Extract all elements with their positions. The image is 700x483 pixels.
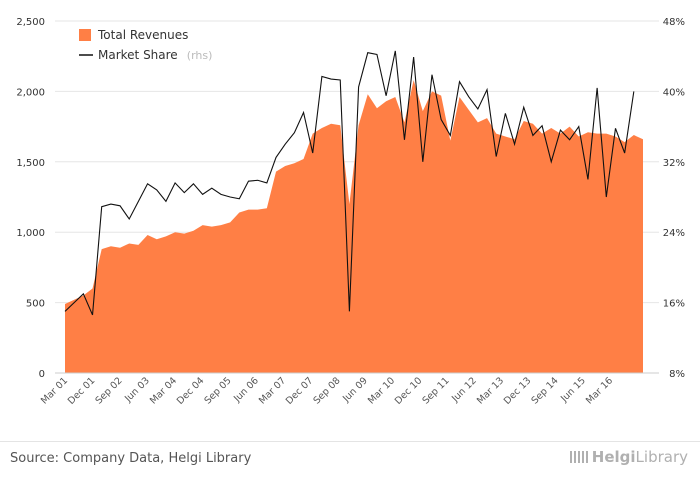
legend-label-market-share-note: (rhs) [187, 49, 213, 62]
helgi-library-logo: HelgiLibrary [569, 448, 688, 466]
legend-label-market-share-name: Market Share [98, 48, 178, 62]
right-axis-tick-label: 8% [669, 369, 685, 380]
x-axis-tick-label: Sep 14 [529, 375, 560, 406]
x-axis-tick-label: Jun 12 [449, 375, 479, 405]
left-axis-tick-label: 1,500 [16, 158, 45, 169]
right-axis-tick-label: 40% [663, 87, 685, 98]
x-axis-tick-label: Mar 04 [148, 375, 179, 406]
x-axis-tick-label: Mar 13 [475, 375, 506, 406]
right-axis-tick-label: 48% [663, 17, 685, 28]
legend-label-market-share: Market Share (rhs) [98, 44, 212, 63]
source-note: Source: Company Data, Helgi Library [10, 451, 252, 466]
x-axis-tick-label: Dec 04 [175, 375, 206, 406]
right-axis-tick-label: 32% [663, 158, 685, 169]
right-axis-ticks: 8% 16% 24% 32% 40% 48% [663, 17, 685, 380]
revenues-market-share-chart: 0 500 1,000 1,500 2,000 2,500 8% 16% 24% 32% 40% 4… [16, 17, 685, 407]
right-axis-tick-label: 24% [663, 228, 685, 239]
chart-legend: Total Revenues Market Share (rhs) [79, 28, 212, 63]
library-icon [569, 451, 588, 463]
left-axis-tick-label: 500 [26, 299, 45, 310]
x-axis-tick-label: Jun 09 [340, 375, 370, 405]
x-axis-tick-label: Sep 02 [93, 375, 124, 406]
right-axis-tick-label: 16% [663, 299, 685, 310]
x-axis-tick-label: Dec 01 [66, 375, 97, 406]
x-axis-tick-label: Sep 08 [311, 375, 342, 406]
x-axis-tick-label: Dec 07 [284, 375, 315, 406]
x-axis-tick-label: Sep 05 [202, 375, 233, 406]
x-axis-tick-label: Mar 01 [39, 375, 70, 406]
footer-divider [0, 441, 700, 442]
logo-suffix: Library [635, 448, 688, 466]
x-axis-tick-label: Mar 10 [366, 375, 397, 406]
legend-swatch-total-revenues [79, 29, 91, 41]
x-axis-tick-label: Mar 16 [584, 375, 615, 406]
left-axis-tick-label: 0 [39, 369, 45, 380]
left-axis-tick-label: 1,000 [16, 228, 45, 239]
x-axis-tick-label: Jun 03 [122, 375, 152, 405]
legend-label-total-revenues: Total Revenues [97, 28, 188, 42]
market-share-line [64, 50, 635, 316]
left-axis-ticks: 0 500 1,000 1,500 2,000 2,500 [16, 17, 45, 380]
left-axis-tick-label: 2,000 [16, 87, 45, 98]
x-axis-tick-label: Jun 06 [231, 375, 261, 405]
logo-brand: Helgi [591, 448, 636, 466]
x-axis-tick-label: Jun 15 [558, 375, 588, 405]
x-axis-tick-label: Sep 11 [420, 375, 451, 406]
x-axis-tick-label: Dec 10 [393, 375, 424, 406]
total-revenues-area [65, 80, 643, 373]
x-axis-tick-label: Mar 07 [257, 375, 288, 406]
left-axis-tick-label: 2,500 [16, 17, 45, 28]
x-axis-tick-label: Dec 13 [502, 375, 533, 406]
